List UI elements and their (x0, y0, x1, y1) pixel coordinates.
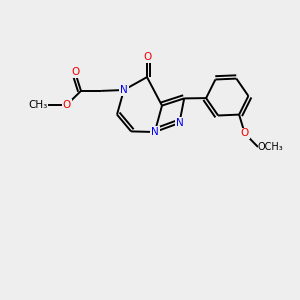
Text: N: N (151, 127, 159, 137)
Text: O: O (71, 67, 79, 77)
Text: OCH₃: OCH₃ (258, 142, 284, 152)
Text: N: N (120, 85, 128, 95)
Text: N: N (176, 118, 183, 128)
Text: O: O (241, 128, 249, 139)
Text: CH₃: CH₃ (28, 100, 47, 110)
Text: O: O (62, 100, 71, 110)
Text: O: O (143, 52, 151, 62)
